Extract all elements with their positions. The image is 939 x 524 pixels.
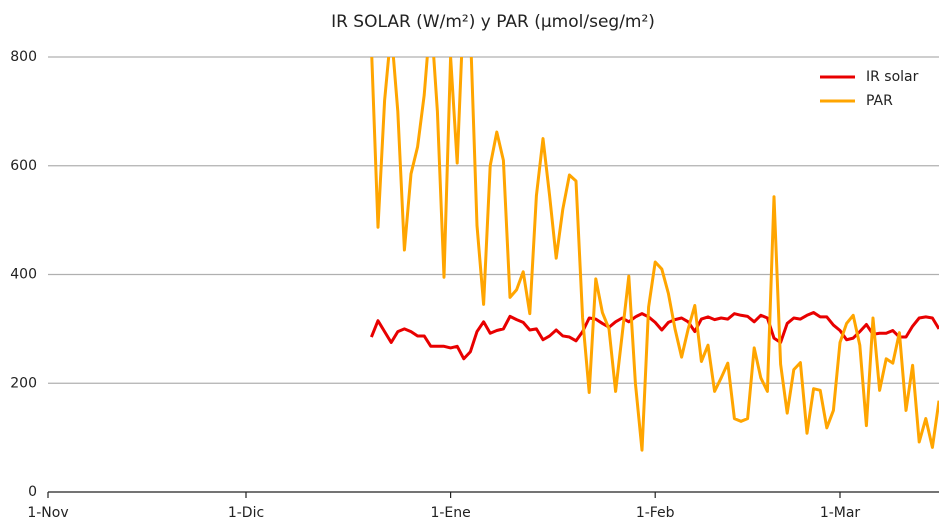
y-tick-label: 0 <box>28 484 37 500</box>
x-tick-label: 1-Nov <box>27 505 68 521</box>
y-tick-label: 600 <box>10 158 37 174</box>
y-tick-label: 400 <box>10 267 37 283</box>
x-tick-label: 1-Mar <box>820 505 861 521</box>
x-tick-label: 1-Ene <box>430 505 470 521</box>
chart-title: IR SOLAR (W/m²) y PAR (μmol/seg/m²) <box>331 12 655 32</box>
series-line <box>370 311 939 361</box>
legend-label: IR solar <box>866 69 919 85</box>
series-line <box>370 57 939 452</box>
legend-label: PAR <box>866 93 893 109</box>
x-tick-label: 1-Feb <box>636 505 675 521</box>
x-tick-label: 1-Dic <box>228 505 264 521</box>
y-tick-label: 200 <box>10 375 37 391</box>
y-tick-label: 800 <box>10 49 37 65</box>
